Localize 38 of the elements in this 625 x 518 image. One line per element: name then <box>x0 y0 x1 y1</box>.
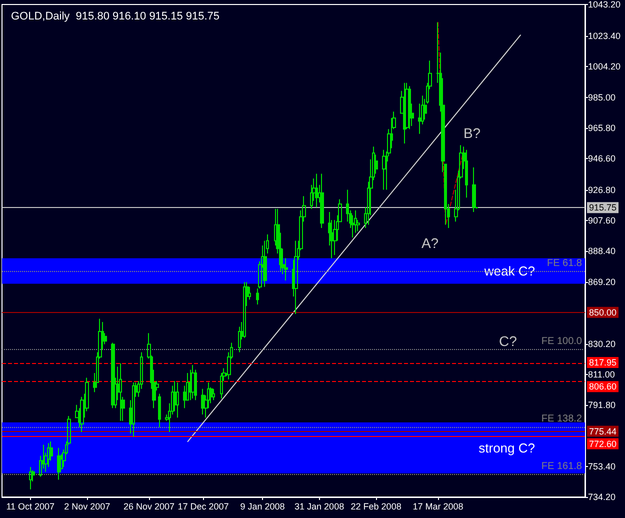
x-tick-label: 9 Jan 2008 <box>240 502 285 512</box>
text: GOLD,Daily 915.80 916.10 915.15 915.75 <box>11 10 220 22</box>
y-tick-label: 830.20 <box>588 338 616 349</box>
band-label: strong C? <box>478 440 535 456</box>
ref-line-label: FE 138.2 <box>541 413 582 424</box>
ref-line-label: FE 100.0 <box>541 336 582 348</box>
x-tick-label: 2 Nov 2007 <box>64 502 110 512</box>
annotation: C? <box>499 333 518 349</box>
ref-line-label: 775.44 <box>589 426 617 436</box>
annotation: A? <box>421 235 439 251</box>
x-tick-label: 17 Mar 2008 <box>412 502 464 512</box>
y-tick-label: 869.20 <box>588 276 616 287</box>
x-tick-label: 11 Oct 2007 <box>6 502 55 512</box>
x-tick-label: 17 Dec 2007 <box>178 502 229 512</box>
y-tick-label: 888.40 <box>588 246 616 256</box>
y-tick-label: 946.60 <box>588 153 616 164</box>
y-tick-label: 926.80 <box>588 185 616 196</box>
ref-line-label: FE 161.8 <box>541 461 582 472</box>
y-tick-label: 965.80 <box>588 122 616 133</box>
y-tick-label: 1023.40 <box>588 31 621 42</box>
x-tick-label: 22 Feb 2008 <box>350 502 402 512</box>
ref-line-label: 772.60 <box>589 438 617 449</box>
y-tick-label: 753.40 <box>588 461 616 472</box>
ref-line-label: FE 61.8 <box>546 258 582 270</box>
annotation: B? <box>463 125 481 141</box>
y-tick-label: 1043.20 <box>588 0 621 10</box>
ref-line-label: 817.95 <box>589 358 617 368</box>
y-tick-label: 734.20 <box>588 492 616 502</box>
ref-line-label: 915.75 <box>589 202 617 213</box>
y-tick-label: 1004.20 <box>588 62 621 72</box>
y-tick-label: 791.80 <box>588 400 616 410</box>
y-tick-label: 907.60 <box>588 216 616 226</box>
x-tick-label: 26 Nov 2007 <box>124 502 175 512</box>
y-tick-label: 985.00 <box>588 92 616 102</box>
ref-line-label: 806.60 <box>589 382 617 392</box>
x-tick-label: 31 Jan 2008 <box>294 502 344 512</box>
y-tick-label: 811.00 <box>588 370 615 380</box>
ref-line-label: 850.00 <box>589 307 617 318</box>
